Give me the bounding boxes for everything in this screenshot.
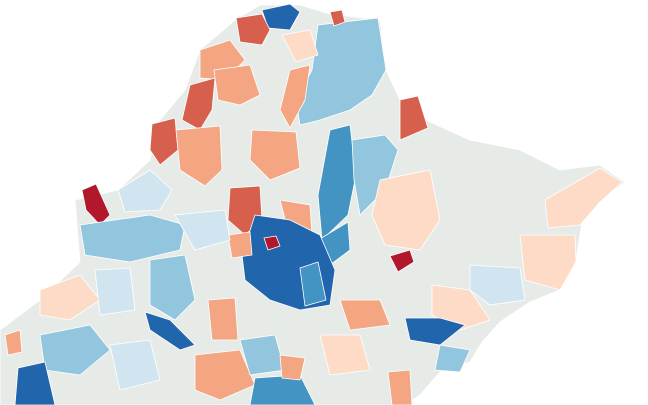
region [81,183,111,226]
region [279,354,306,381]
region [109,339,161,391]
region [117,169,173,213]
region [235,13,271,46]
region [144,311,196,351]
region [174,209,231,251]
region [519,234,577,291]
region [194,349,256,401]
region [149,254,196,321]
region [207,297,239,341]
region [299,261,327,307]
region [181,77,216,131]
region [263,235,281,251]
region [434,344,471,373]
region [14,361,56,405]
region [213,64,261,106]
region [79,214,186,263]
region [227,231,253,259]
region [94,267,136,316]
region [431,284,491,331]
region [387,369,413,405]
region [175,125,223,187]
region [389,249,415,273]
region [404,317,466,346]
region [281,29,319,63]
region [317,124,357,241]
region [149,117,179,166]
region [249,129,301,181]
region [544,167,623,229]
region [39,274,101,321]
region [339,299,391,331]
region [279,64,311,129]
region [319,334,371,376]
region [329,9,346,27]
region [4,329,23,356]
region [399,95,429,141]
region [469,264,526,306]
region [371,169,441,251]
